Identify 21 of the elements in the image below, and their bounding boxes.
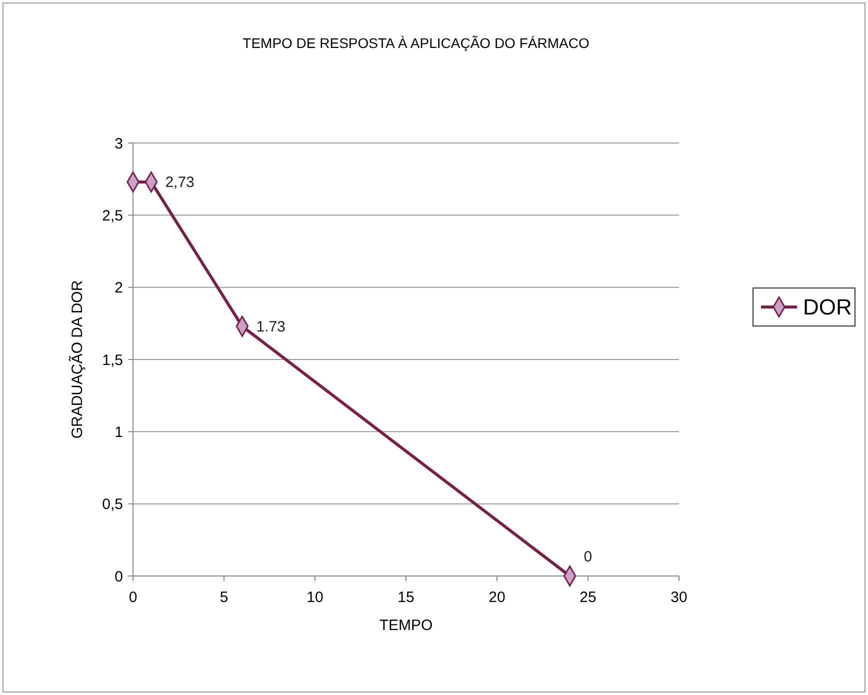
x-tick-label: 25 xyxy=(580,589,596,606)
x-tick-label: 30 xyxy=(670,589,688,606)
legend-label: DOR xyxy=(803,294,852,320)
y-tick-label: 1 xyxy=(114,424,123,441)
x-tick-label: 10 xyxy=(306,589,324,606)
data-label: 0 xyxy=(584,548,592,566)
x-axis-title: TEMPO xyxy=(379,617,433,634)
data-label: 2,73 xyxy=(165,174,194,192)
y-tick-label: 0 xyxy=(114,568,123,586)
x-tick-label: 15 xyxy=(398,589,414,606)
y-axis-title: GRADUAÇÃO DA DOR xyxy=(68,280,86,439)
x-tick-label: 20 xyxy=(488,589,506,606)
y-tick-label: 2,5 xyxy=(102,207,123,224)
y-tick-label: 0,5 xyxy=(102,496,123,514)
chart-title: TEMPO DE RESPOSTA À APLICAÇÃO DO FÁRMACO xyxy=(242,35,590,51)
x-tick-label: 5 xyxy=(220,589,228,606)
x-tick-label: 0 xyxy=(128,589,138,606)
y-tick-label: 3 xyxy=(114,135,123,152)
data-label: 1.73 xyxy=(256,318,286,336)
y-tick-label: 1,5 xyxy=(102,352,123,369)
y-tick-label: 2 xyxy=(114,280,123,297)
